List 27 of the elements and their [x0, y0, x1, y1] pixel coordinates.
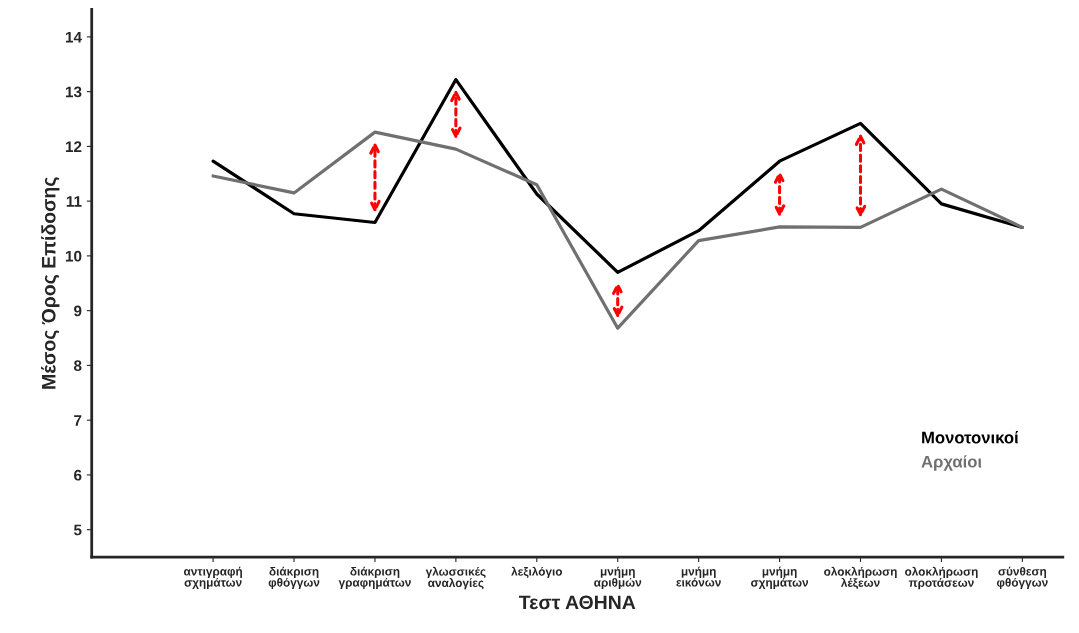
- x-tick-label: διάκριση φθόγγων: [268, 566, 320, 590]
- y-tick-label: 12: [65, 141, 82, 152]
- line-series: [211, 77, 1024, 274]
- y-tick-label: 5: [73, 524, 82, 536]
- y-tick-label: 6: [74, 469, 82, 481]
- x-tick-label: λεξιλόγιο: [511, 566, 563, 579]
- y-tick-label: 11: [66, 196, 82, 207]
- x-tick-label: αντιγραφή σχημάτων: [183, 566, 242, 590]
- text: Μονοτονικοί: [922, 431, 1019, 444]
- y-tick-label: 9: [74, 305, 82, 317]
- x-tick-label: ολοκλήρωση προτάσεων: [905, 566, 978, 590]
- x-tick-label: διάκριση γραφημάτων: [338, 566, 411, 590]
- line-series: [211, 130, 1024, 330]
- x-tick-label: σύνθεση φθόγγων: [996, 566, 1048, 590]
- x-tick-label: μνήμη εικόνων: [676, 566, 721, 587]
- x-axis-title: Τεστ ΑΘΗΝΑ: [518, 595, 636, 610]
- x-tick-label: μνήμη σχημάτων: [751, 566, 809, 590]
- x-tick-label: ολοκλήρωση λέξεων: [824, 566, 897, 590]
- y-axis-title: Μέσος Όρος Επίδοσης: [41, 177, 60, 389]
- y-tick-label: 10: [65, 250, 82, 262]
- y-tick-label: 7: [74, 415, 82, 426]
- text: Αρχαίοι: [921, 455, 982, 471]
- y-tick-label: 13: [65, 86, 82, 98]
- x-tick-label: μνήμη αριθμών: [594, 566, 642, 590]
- x-tick-label: γλωσσικές αναλογίες: [425, 566, 486, 590]
- y-tick-label: 14: [65, 31, 82, 43]
- y-tick-label: 8: [73, 360, 82, 372]
